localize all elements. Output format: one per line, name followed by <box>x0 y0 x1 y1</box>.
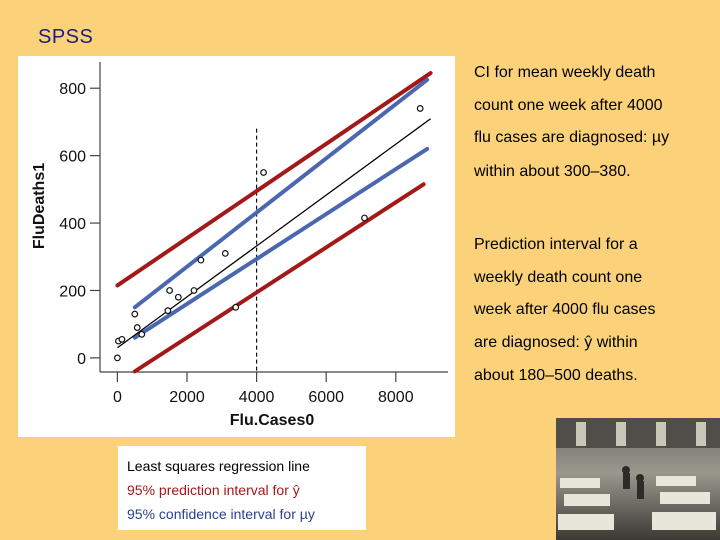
pi-annotation-line: week after 4000 flu cases <box>474 301 656 318</box>
data-point <box>166 287 174 294</box>
data-point <box>260 169 267 176</box>
confidence-interval-line <box>132 146 430 340</box>
prediction-interval-line <box>132 182 426 374</box>
y-tick-label: 800 <box>59 81 86 98</box>
chart-marks <box>113 71 433 374</box>
y-tick-label: 400 <box>59 216 86 233</box>
x-tick-label: 0 <box>113 389 122 406</box>
data-point <box>221 249 229 257</box>
prediction-interval-line <box>115 71 433 288</box>
ci-annotation-line: flu cases are diagnosed: µy <box>474 129 670 146</box>
x-tick-label: 6000 <box>308 389 344 406</box>
y-tick-label: 0 <box>77 351 86 368</box>
data-point <box>164 307 172 315</box>
y-tick-label: 600 <box>59 149 86 166</box>
historical-hospital-ward-photo-icon <box>556 418 720 540</box>
confidence-interval-line <box>132 77 430 310</box>
pi-annotation-line: are diagnosed: ŷ within <box>474 334 638 351</box>
data-point <box>131 310 139 318</box>
data-point <box>118 335 126 343</box>
x-tick-label: 8000 <box>378 389 414 406</box>
x-tick-label: 4000 <box>239 389 275 406</box>
data-point <box>174 293 182 301</box>
data-point <box>138 330 146 338</box>
data-point <box>190 287 198 294</box>
regression-line <box>117 118 431 349</box>
slide-title: SPSS <box>38 26 94 48</box>
data-point <box>113 354 121 362</box>
y-axis-title: FluDeaths1 <box>31 163 48 249</box>
ci-annotation-line: within about 300–380. <box>474 163 631 180</box>
pi-annotation-line: weekly death count one <box>474 269 643 286</box>
data-point <box>361 214 368 222</box>
chart-legend: Least squares regression line 95% predic… <box>118 446 366 530</box>
x-axis-title: Flu.Cases0 <box>230 412 315 429</box>
pi-annotation-line: Prediction interval for a <box>474 236 638 253</box>
ci-annotation-line: CI for mean weekly death <box>474 64 656 81</box>
data-point <box>416 105 424 112</box>
x-tick-label: 2000 <box>169 389 205 406</box>
y-tick-label: 200 <box>59 283 86 300</box>
chart-panel: 0 200 400 600 800 0 2000 4000 6000 8000 FluDeaths… <box>18 56 455 437</box>
pi-annotation-line: about 180–500 deaths. <box>474 367 638 384</box>
data-point <box>197 256 205 264</box>
legend-regression-line: Least squares regression line <box>127 458 310 474</box>
legend-confidence-interval: 95% confidence interval for µy <box>127 506 315 522</box>
data-point <box>133 324 141 331</box>
legend-prediction-interval: 95% prediction interval for ŷ <box>127 482 300 498</box>
ci-annotation-line: count one week after 4000 <box>474 97 663 114</box>
data-point <box>232 303 240 311</box>
